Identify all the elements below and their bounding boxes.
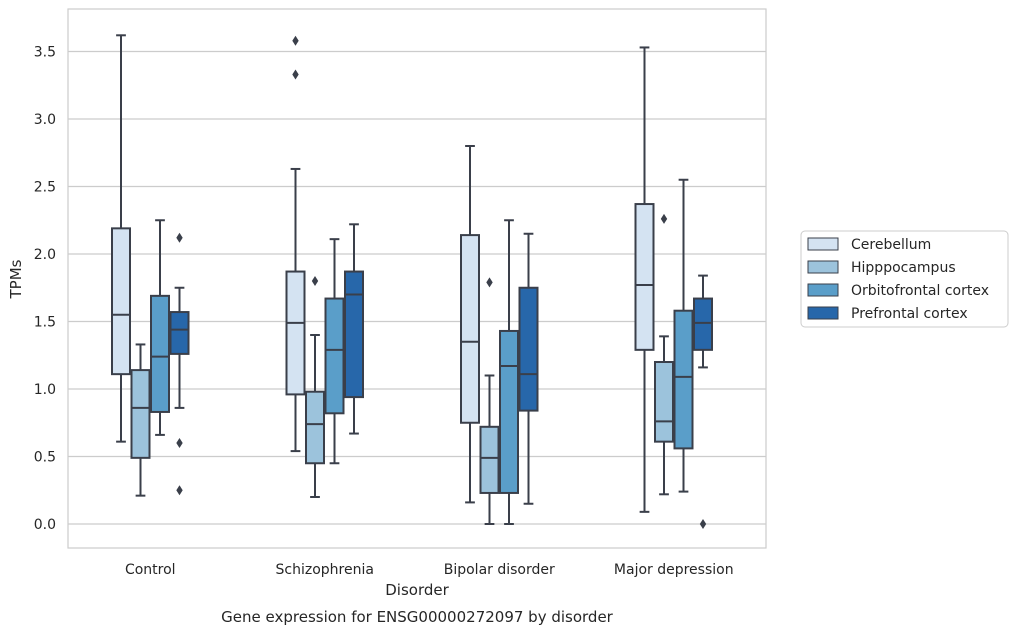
legend: Cerebellum Hipppocampus Orbitofrontal cort… xyxy=(800,230,1009,328)
series-prefrontal-cortex xyxy=(169,223,713,529)
x-tick-label: Schizophrenia xyxy=(276,562,374,578)
outlier-point xyxy=(176,438,183,448)
legend-label: Hipppocampus xyxy=(851,260,956,276)
outlier-point xyxy=(292,69,299,80)
y-tick-label: 0.5 xyxy=(34,450,56,466)
gridlines xyxy=(68,50,766,525)
outlier-point xyxy=(292,35,299,46)
y-axis-ticks: 0.0 0.5 1.0 1.5 2.0 2.5 3.0 3.5 xyxy=(34,45,56,534)
y-tick-label: 0.0 xyxy=(34,517,56,533)
box-iqr xyxy=(305,390,325,465)
legend-label: Cerebellum xyxy=(851,237,931,253)
x-axis-label: Disorder xyxy=(385,581,449,599)
box-iqr xyxy=(460,234,480,424)
box-iqr xyxy=(150,294,170,413)
plot-area-frame xyxy=(67,8,767,549)
box-iqr xyxy=(130,369,151,459)
legend-frame xyxy=(800,230,1009,328)
y-tick-label: 1.5 xyxy=(34,315,56,331)
box-iqr xyxy=(111,227,131,376)
outlier-point xyxy=(699,519,707,529)
series-hipppocampus xyxy=(130,213,674,525)
box-iqr xyxy=(479,425,500,494)
x-tick-label: Control xyxy=(125,562,176,578)
x-tick-label: Bipolar disorder xyxy=(444,562,555,578)
box-iqr xyxy=(634,203,655,351)
box-iqr xyxy=(499,329,519,494)
box-iqr xyxy=(518,286,539,412)
figure-caption: Gene expression for ENSG00000272097 by d… xyxy=(221,608,614,626)
y-tick-label: 1.0 xyxy=(34,382,56,398)
series-cerebellum xyxy=(111,34,655,513)
legend-label: Orbitofrontal cortex xyxy=(851,283,989,299)
y-tick-label: 2.5 xyxy=(34,180,56,196)
outlier-point xyxy=(660,213,668,224)
box-iqr xyxy=(344,270,364,399)
outlier-point xyxy=(486,277,493,288)
x-axis-ticks: Control Schizophrenia Bipolar disorder Majo… xyxy=(125,562,734,578)
box-series xyxy=(111,34,713,529)
legend-label: Prefrontal cortex xyxy=(851,306,968,322)
legend-swatch xyxy=(807,283,839,297)
outlier-point xyxy=(176,232,183,243)
outlier-point xyxy=(311,276,319,286)
y-tick-label: 3.5 xyxy=(34,45,56,61)
box-iqr xyxy=(654,361,674,443)
box-iqr xyxy=(673,309,694,450)
x-tick-label: Major depression xyxy=(614,562,734,578)
box-iqr xyxy=(285,270,306,396)
box-iqr xyxy=(169,311,190,355)
outlier-point xyxy=(176,485,183,496)
box-iqr xyxy=(693,297,713,351)
y-axis-label: TPMs xyxy=(7,259,25,299)
legend-swatch xyxy=(807,260,839,274)
series-orbitofrontal-cortex xyxy=(150,178,694,525)
box-iqr xyxy=(324,297,345,415)
y-tick-label: 2.0 xyxy=(34,247,56,263)
y-tick-label: 3.0 xyxy=(34,112,56,128)
legend-swatch xyxy=(807,237,839,251)
legend-swatch xyxy=(807,306,839,320)
